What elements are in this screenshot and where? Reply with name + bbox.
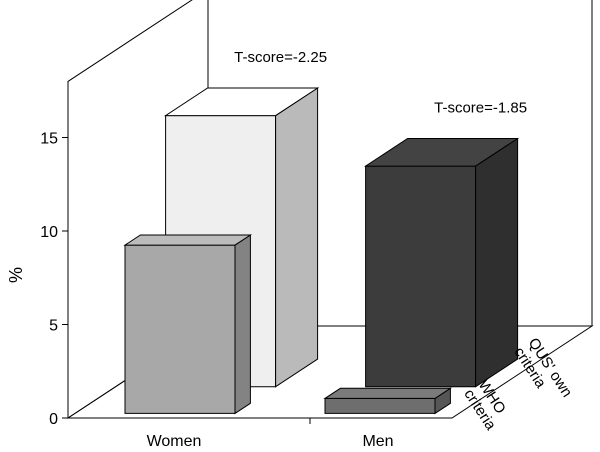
- depth-category-label: QUS' owncriteria: [510, 335, 575, 410]
- y-tick-label: 15: [40, 131, 58, 148]
- bar-front-face: [365, 165, 477, 388]
- bar-front-face: [324, 397, 436, 414]
- bar-side-face: [275, 87, 319, 388]
- y-axis: 0 5 10 15: [40, 131, 311, 428]
- y-tick-label: 0: [49, 411, 58, 428]
- y-tick-label: 5: [49, 318, 58, 335]
- bar-top-face: [323, 387, 453, 399]
- bar-side-face: [234, 234, 251, 415]
- y-axis-label: %: [6, 267, 26, 283]
- bar-women-who: [123, 234, 253, 415]
- annotation-men: T-score=-1.85: [434, 99, 527, 116]
- bar-top-face: [123, 234, 253, 246]
- bar-top-face: [363, 138, 520, 167]
- x-category-label: Women: [147, 433, 202, 450]
- bars: [123, 87, 520, 415]
- bar-men-qus: [363, 137, 520, 388]
- bar-top-face: [163, 87, 320, 117]
- y-tick-label: 10: [40, 224, 58, 241]
- x-category-label: Men: [362, 433, 393, 450]
- bar-men-who: [323, 387, 453, 415]
- bar-side-face: [475, 137, 519, 388]
- annotation-women: T-score=-2.25: [234, 49, 327, 66]
- bar-front-face: [124, 244, 236, 414]
